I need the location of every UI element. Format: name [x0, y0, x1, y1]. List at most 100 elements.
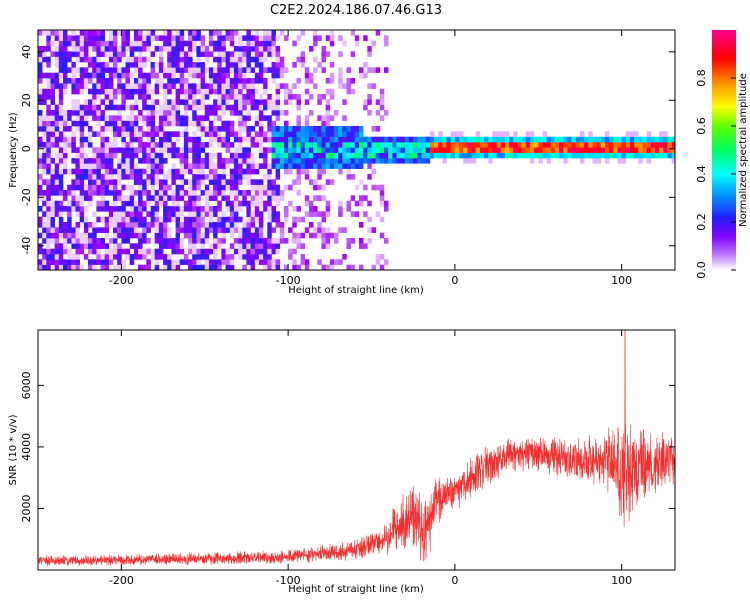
heatmap-cell: [296, 232, 301, 239]
heatmap-cell: [175, 248, 181, 255]
heatmap-cell: [188, 163, 193, 169]
heatmap-cell: [92, 35, 97, 41]
heatmap-cell: [175, 190, 181, 196]
heatmap-cell: [92, 110, 97, 116]
heatmap-cell: [296, 147, 301, 153]
heatmap-cell: [67, 227, 72, 233]
heatmap-cell: [133, 40, 139, 47]
heatmap-cell: [254, 46, 260, 52]
heatmap-cell: [42, 51, 47, 57]
heatmap-cell: [329, 40, 335, 47]
heatmap-cell: [200, 232, 206, 239]
heatmap-cell: [663, 147, 668, 153]
heatmap-cell: [296, 131, 301, 137]
heatmap-cell: [129, 136, 135, 143]
heatmap-cell: [54, 168, 60, 175]
heatmap-cell: [321, 56, 326, 63]
heatmap-cell: [121, 158, 126, 164]
heatmap-cell: [188, 238, 193, 244]
heatmap-cell: [267, 243, 272, 249]
heatmap-cell: [196, 56, 201, 63]
heatmap-cell: [321, 163, 326, 169]
heatmap-cell: [238, 94, 243, 100]
heatmap-cell: [142, 56, 147, 63]
heatmap-cell: [179, 211, 185, 217]
heatmap-cell: [92, 190, 97, 196]
heatmap-cell: [183, 168, 189, 175]
heatmap-cell: [42, 152, 47, 159]
heatmap-cell: [638, 142, 643, 148]
heatmap-cell: [146, 227, 151, 233]
heatmap-cell: [217, 259, 222, 265]
heatmap-cell: [125, 67, 130, 73]
heatmap-cell: [517, 147, 522, 153]
heatmap-cell: [125, 238, 130, 244]
heatmap-cell: [321, 94, 326, 100]
heatmap-cell: [96, 120, 101, 127]
heatmap-cell: [300, 232, 306, 239]
heatmap-cell: [200, 222, 206, 228]
heatmap-cell: [300, 254, 306, 260]
heatmap-cell: [58, 147, 64, 153]
heatmap-cell: [346, 200, 351, 207]
heatmap-cell: [471, 147, 477, 153]
heatmap-cell: [258, 184, 264, 191]
heatmap-cell: [296, 152, 301, 159]
heatmap-cell: [38, 115, 43, 121]
heatmap-cell: [488, 152, 493, 159]
heatmap-cell: [192, 222, 197, 228]
heatmap-cell: [46, 152, 51, 159]
heatmap-cell: [605, 158, 610, 164]
heatmap-cell: [42, 168, 47, 175]
heatmap-cell: [158, 232, 164, 239]
heatmap-cell: [54, 206, 60, 212]
snr-xlabel: Height of straight line (km): [288, 584, 424, 595]
heatmap-cell: [246, 40, 251, 47]
heatmap-cell: [292, 259, 297, 265]
colorbar-label: Normalized spectral amplitude: [738, 73, 749, 227]
heatmap-cell: [609, 142, 614, 148]
heatmap-cell: [38, 67, 43, 73]
heatmap-cell: [188, 62, 193, 68]
heatmap-cell: [484, 147, 489, 153]
heatmap-cell: [167, 147, 172, 153]
heatmap-cell: [304, 126, 310, 132]
heatmap-cell: [284, 110, 289, 116]
heatmap-cell: [188, 264, 193, 270]
heatmap-cell: [133, 115, 139, 121]
heatmap-cell: [379, 99, 385, 105]
heatmap-cell: [117, 190, 122, 196]
heatmap-cell: [71, 136, 76, 143]
heatmap-cell: [96, 206, 101, 212]
heatmap-cell: [196, 264, 201, 270]
heatmap-cell: [500, 147, 506, 153]
heatmap-cell: [96, 72, 101, 79]
heatmap-cell: [100, 190, 105, 196]
heatmap-cell: [83, 254, 89, 260]
heatmap-cell: [117, 248, 122, 255]
heatmap-cell: [63, 136, 68, 143]
heatmap-cell: [638, 147, 643, 153]
heatmap-cell: [79, 190, 85, 196]
heatmap-cell: [350, 51, 356, 57]
heatmap-cell: [92, 147, 97, 153]
heatmap-cell: [183, 227, 189, 233]
heatmap-cell: [138, 46, 143, 52]
heatmap-cell: [67, 142, 72, 148]
heatmap-cell: [138, 147, 143, 153]
heatmap-cell: [258, 46, 264, 52]
heatmap-cell: [238, 88, 243, 95]
heatmap-cell: [188, 94, 193, 100]
heatmap-cell: [175, 184, 181, 191]
heatmap-cell: [146, 152, 151, 159]
heatmap-cell: [167, 110, 172, 116]
heatmap-cell: [342, 152, 347, 159]
heatmap-cell: [313, 126, 318, 132]
heatmap-cell: [142, 222, 147, 228]
heatmap-cell: [313, 158, 318, 164]
heatmap-cell: [146, 94, 151, 100]
heatmap-cell: [171, 67, 176, 73]
heatmap-cell: [104, 216, 110, 223]
heatmap-cell: [325, 264, 331, 270]
heatmap-cell: [338, 136, 343, 143]
